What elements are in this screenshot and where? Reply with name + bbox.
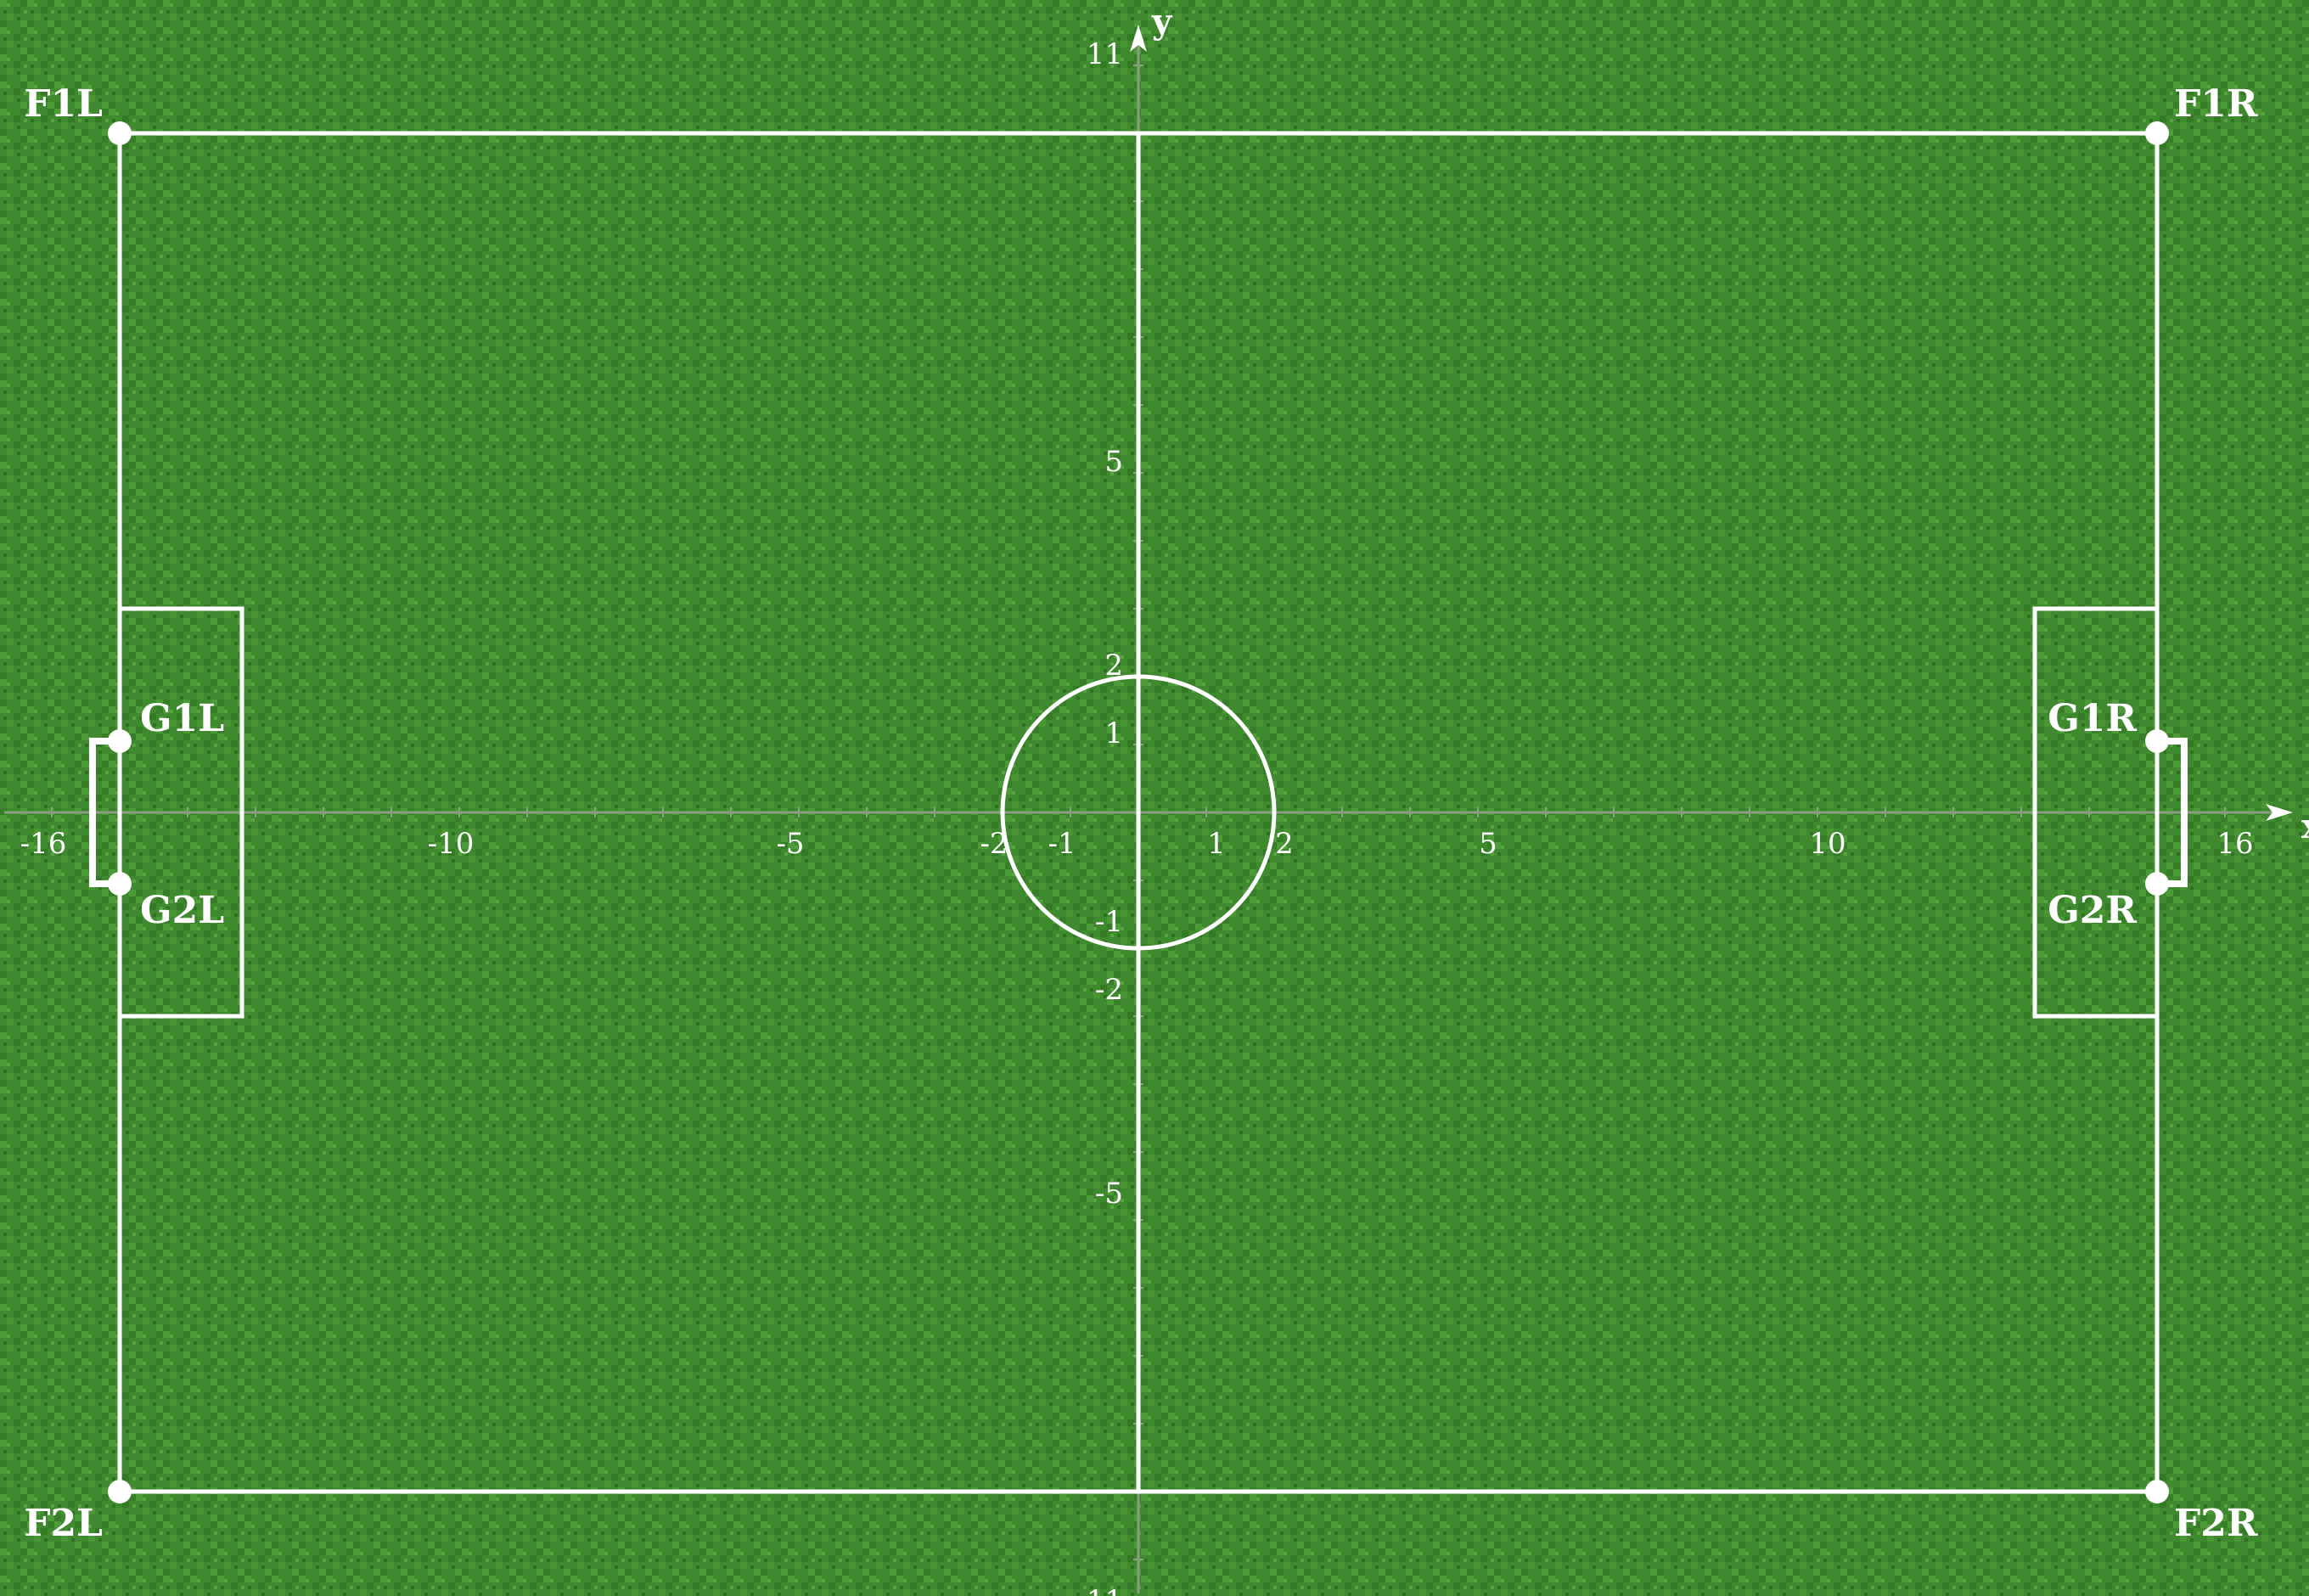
y-tick-label: 5	[1104, 445, 1123, 479]
y-axis-arrow-icon	[1130, 25, 1147, 52]
x-tick-label: 16	[2216, 827, 2253, 861]
x-axis-label: x	[2301, 806, 2309, 846]
y-axis-label: y	[1151, 2, 1173, 42]
flag-label-f2r: F2R	[2174, 1502, 2258, 1545]
x-tick-label: -10	[428, 827, 475, 861]
y-tick-label: -1	[1095, 905, 1123, 939]
goalpost-marker-g2l	[108, 872, 132, 896]
x-tick-label: 10	[1809, 827, 1846, 861]
y-tick-label: -5	[1095, 1177, 1123, 1211]
goalpost-marker-g1r	[2145, 729, 2169, 753]
center-circle	[1000, 674, 1277, 951]
goalpost-label-g2l: G2L	[140, 889, 224, 932]
y-tick-label: 2	[1104, 649, 1123, 683]
goalpost-marker-g1l	[108, 729, 132, 753]
y-tick-label: 11	[1087, 37, 1123, 71]
flag-label-f1r: F1R	[2174, 82, 2258, 126]
y-tick-label: -11	[1076, 1584, 1123, 1596]
flag-label-f2l: F2L	[24, 1502, 103, 1545]
x-tick-label: -1	[1048, 827, 1076, 861]
x-tick-label: -5	[776, 827, 804, 861]
goalpost-label-g2r: G2R	[2048, 889, 2137, 932]
goal-frame-left	[89, 738, 120, 887]
field-lines	[89, 131, 2188, 1494]
x-tick-label: 1	[1207, 827, 1226, 861]
flag-label-f1l: F1L	[24, 82, 103, 126]
goalpost-marker-g2r	[2145, 872, 2169, 896]
x-tick-label: 5	[1479, 827, 1497, 861]
goal-frame-right	[2157, 738, 2188, 887]
goalposts: G1L G2L G1R G2R	[108, 697, 2169, 932]
flag-marker-f2l	[108, 1480, 132, 1503]
penalty-box-right	[2032, 606, 2160, 1019]
flag-marker-f2r	[2145, 1480, 2169, 1503]
x-tick-label: -16	[20, 827, 67, 861]
y-tick-label: 1	[1104, 717, 1123, 750]
flag-marker-f1r	[2145, 121, 2169, 145]
x-tick-label: 2	[1275, 827, 1294, 861]
flag-marker-f1l	[108, 121, 132, 145]
goalpost-label-g1r: G1R	[2048, 697, 2137, 740]
y-tick-label: -2	[1095, 973, 1123, 1007]
x-axis-arrow-icon	[2266, 804, 2293, 821]
corner-flags: F1L F2L F1R F2R	[24, 82, 2258, 1545]
goalpost-label-g1l: G1L	[140, 697, 224, 740]
penalty-box-left	[117, 606, 244, 1019]
